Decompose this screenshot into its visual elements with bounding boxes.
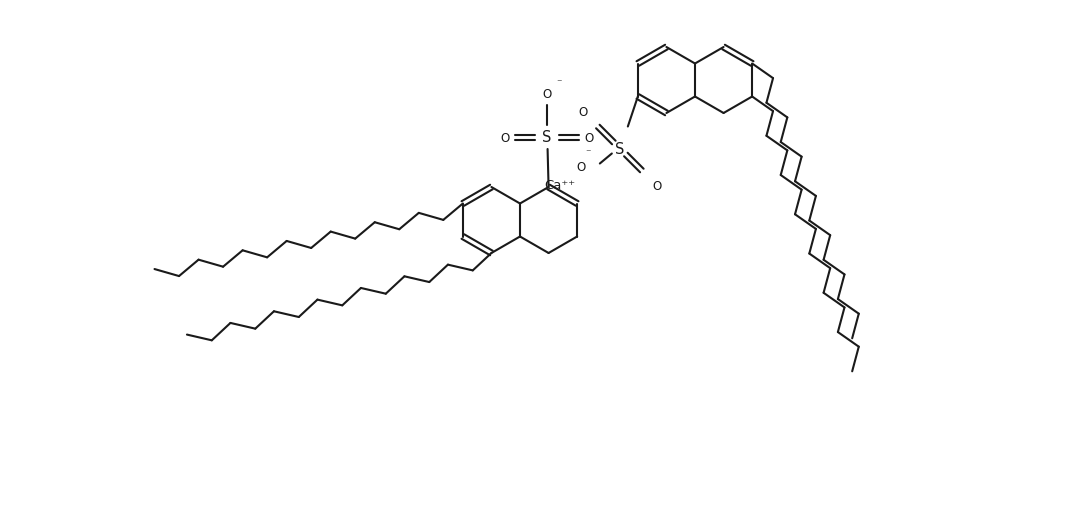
Text: O: O	[500, 131, 509, 144]
Text: ⁻: ⁻	[556, 78, 561, 88]
Text: O: O	[578, 106, 587, 119]
Text: O: O	[542, 88, 551, 102]
Text: O: O	[576, 161, 586, 174]
Text: Ca⁺⁺: Ca⁺⁺	[545, 179, 575, 192]
Text: S: S	[542, 130, 551, 145]
Text: O: O	[652, 180, 661, 192]
Text: O: O	[584, 131, 593, 144]
Text: ⁻: ⁻	[585, 148, 590, 158]
Text: S: S	[615, 142, 625, 157]
